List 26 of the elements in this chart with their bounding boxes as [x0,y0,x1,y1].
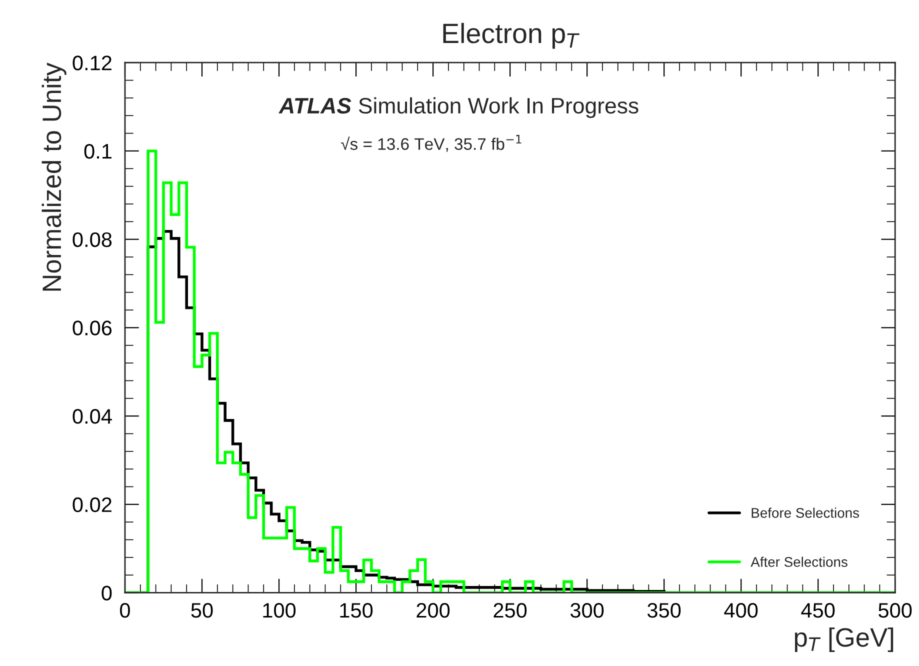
chart-title: Electron p$_{T}$ [443,22,580,49]
x-tick-label: 200 [416,603,450,618]
legend-label: After Selections [750,556,848,567]
annotation: ATLAS [278,98,352,114]
y-axis-title: Normalized to Unity [42,62,66,291]
y-tick-label: 0.02 [72,497,112,512]
x-tick-label: 0 [120,603,130,618]
x-tick-label: 250 [494,603,527,618]
x-tick-label: 150 [340,603,373,618]
y-tick-label: 0.06 [72,320,112,336]
y-tick-label: 0.08 [72,232,112,248]
x-tick-label: 50 [191,603,213,618]
x-tick-label: 450 [801,603,835,618]
x-tick-label: 100 [263,603,296,618]
x-axis-title: p$_{T}$ [GeV] [794,627,894,652]
y-tick-label: 0.04 [72,409,112,424]
annotation: Simulation Work In Progress [358,97,638,118]
x-tick-label: 300 [570,603,604,618]
x-tick-label: 400 [724,603,758,618]
y-tick-label: 0.1 [84,144,112,159]
x-tick-label: 350 [647,603,681,618]
x-tick-label: 500 [878,603,912,618]
annotation: √s = 13.6 TeV, 35.7 fb$^{−1}$ [341,134,522,152]
legend-label: Before Selections [752,508,860,518]
y-tick-label: 0.12 [72,56,112,70]
y-tick-label: 0 [102,586,112,600]
